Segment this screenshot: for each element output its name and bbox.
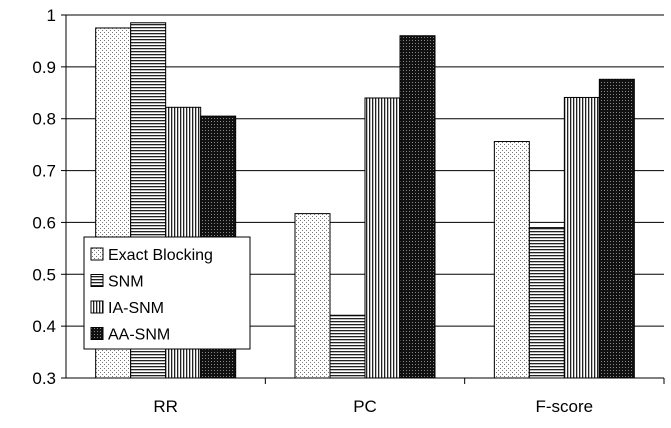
y-tick-label: 0.5 bbox=[32, 265, 56, 284]
y-tick-label: 1 bbox=[47, 6, 56, 25]
legend-swatch bbox=[90, 300, 104, 314]
y-tick-label: 0.6 bbox=[32, 213, 56, 232]
bar-exact-blocking-pc bbox=[294, 213, 331, 379]
legend-label: IA-SNM bbox=[108, 300, 164, 317]
legend-label: SNM bbox=[108, 274, 144, 291]
bar-ia-snm-pc bbox=[364, 97, 401, 379]
x-category-label: PC bbox=[353, 397, 377, 416]
legend-label: AA-SNM bbox=[108, 327, 170, 344]
legend-swatch bbox=[90, 247, 104, 261]
bar-aa-snm-pc bbox=[399, 35, 436, 379]
x-category-label: RR bbox=[153, 397, 178, 416]
y-tick-labels: 0.3 0.4 0.5 0.6 0.7 0.8 0.9 1 bbox=[32, 6, 56, 388]
bar-ia-snm-f-score bbox=[563, 96, 600, 379]
bar-snm-pc bbox=[329, 314, 366, 379]
bar-exact-blocking-f-score bbox=[493, 141, 530, 379]
legend-swatch bbox=[90, 327, 104, 340]
y-tick-label: 0.9 bbox=[32, 58, 56, 77]
legend-swatch bbox=[90, 274, 104, 287]
legend: Exact Blocking SNM IA-SNM AA-SNM bbox=[83, 236, 251, 350]
legend-box bbox=[83, 236, 251, 350]
bar-snm-f-score bbox=[528, 227, 565, 379]
y-tick-label: 0.4 bbox=[32, 317, 56, 336]
y-tick-label: 0.7 bbox=[32, 162, 56, 181]
x-category-labels: RR PC F-score bbox=[153, 397, 593, 416]
x-category-label: F-score bbox=[536, 397, 594, 416]
bar-aa-snm-f-score bbox=[598, 78, 635, 379]
axes bbox=[61, 14, 665, 384]
y-tick-label: 0.3 bbox=[32, 369, 56, 388]
legend-label: Exact Blocking bbox=[108, 247, 213, 264]
y-tick-label: 0.8 bbox=[32, 110, 56, 129]
